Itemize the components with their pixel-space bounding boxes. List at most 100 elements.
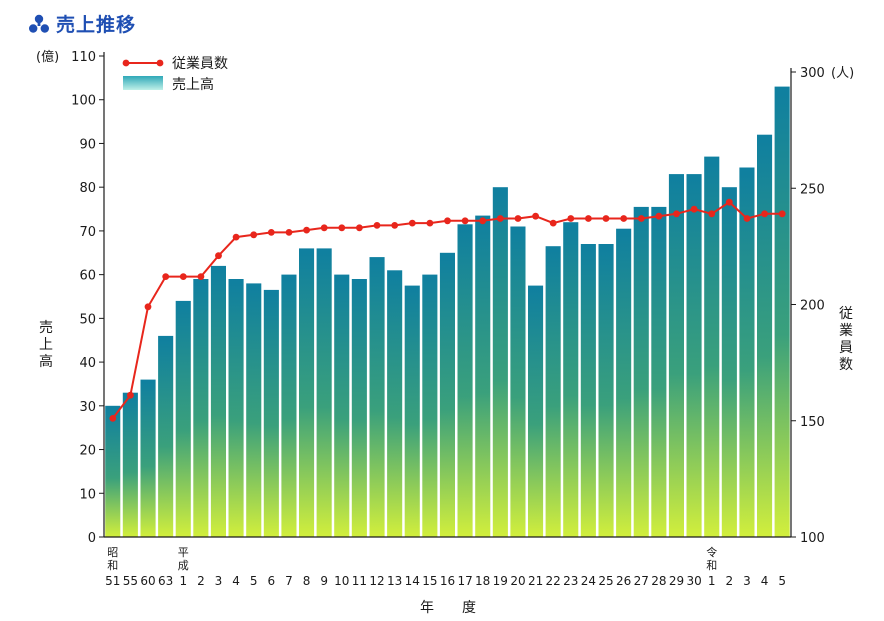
- bar-8: [246, 283, 262, 537]
- x-tick-label-26: 23: [563, 574, 578, 588]
- employee-point-37: [761, 210, 768, 218]
- x-tick-label-10: 7: [285, 574, 293, 588]
- right-axis-label-char-1: 業: [839, 323, 853, 339]
- x-tick-label-36: 3: [743, 574, 751, 588]
- left-axis-unit: (億): [36, 49, 59, 65]
- employee-point-23: [514, 215, 522, 222]
- employee-point-8: [250, 231, 258, 239]
- right-tick-label-300: 300: [800, 66, 825, 81]
- employee-point-34: [708, 210, 716, 218]
- x-tick-label-19: 16: [440, 574, 455, 588]
- bar-0: [105, 405, 121, 537]
- bar-6: [210, 265, 226, 537]
- employee-point-7: [232, 233, 240, 241]
- employee-point-3: [162, 273, 170, 280]
- x-tick-label-17: 14: [405, 574, 420, 588]
- x-tick-label-29: 26: [616, 574, 631, 588]
- employee-point-19: [444, 217, 451, 225]
- bar-12: [316, 248, 332, 537]
- employee-point-20: [461, 217, 469, 225]
- chart-title: 売上推移: [56, 14, 137, 36]
- x-tick-label-30: 27: [634, 574, 649, 588]
- employee-point-36: [743, 215, 751, 222]
- left-tick-label-80: 80: [79, 181, 96, 196]
- x-tick-label-4: 1: [179, 574, 187, 588]
- bar-9: [263, 289, 279, 537]
- left-axis-label-char-0: 売: [39, 320, 53, 336]
- bar-1: [122, 392, 138, 537]
- right-axis-label-char-0: 従: [839, 306, 853, 322]
- bar-11: [299, 248, 315, 537]
- legend-bar-swatch: [123, 76, 163, 90]
- employee-point-15: [373, 222, 381, 229]
- legend-line-dot-right: [156, 59, 164, 67]
- right-tick-label-250: 250: [800, 182, 825, 197]
- x-tick-label-2: 60: [140, 574, 155, 588]
- employee-point-32: [673, 210, 680, 218]
- employee-point-16: [391, 222, 399, 229]
- bar-24: [528, 285, 544, 537]
- bar-18: [422, 274, 438, 537]
- bar-22: [492, 187, 508, 537]
- bar-31: [651, 206, 667, 537]
- x-tick-label-16: 13: [387, 574, 402, 588]
- bar-37: [757, 134, 773, 537]
- x-tick-label-1: 55: [123, 574, 138, 588]
- employee-point-31: [655, 212, 663, 220]
- left-tick-label-50: 50: [79, 312, 96, 327]
- employee-point-11: [303, 226, 310, 234]
- left-tick-label-70: 70: [79, 225, 96, 240]
- bar-21: [475, 215, 491, 537]
- x-tick-label-24: 21: [528, 574, 543, 588]
- employee-point-21: [479, 217, 487, 225]
- employee-point-17: [408, 219, 416, 227]
- x-tick-label-37: 4: [761, 574, 769, 588]
- x-tick-label-7: 4: [232, 574, 240, 588]
- bar-5: [193, 279, 209, 537]
- bar-36: [739, 167, 755, 537]
- x-tick-label-21: 18: [475, 574, 490, 588]
- bar-33: [686, 174, 702, 537]
- employee-point-30: [637, 215, 645, 222]
- x-tick-label-3: 63: [158, 574, 173, 588]
- employee-point-5: [197, 273, 205, 280]
- bar-23: [510, 226, 526, 537]
- right-tick-label-100: 100: [800, 531, 825, 546]
- x-tick-label-32: 29: [669, 574, 684, 588]
- employee-point-38: [778, 210, 786, 218]
- left-axis-label-char-2: 高: [39, 353, 53, 370]
- era-label-0-1: 和: [107, 559, 118, 572]
- bar-15: [369, 257, 385, 537]
- employee-point-12: [320, 224, 328, 232]
- employee-point-0: [109, 415, 117, 422]
- chart-title-row: 売上推移: [28, 10, 136, 37]
- employee-point-29: [620, 215, 628, 222]
- era-label-4-1: 成: [178, 559, 189, 572]
- x-tick-label-33: 30: [686, 574, 701, 588]
- x-tick-label-6: 3: [215, 574, 223, 588]
- employee-point-2: [144, 303, 152, 311]
- employee-point-28: [602, 215, 610, 222]
- bar-17: [404, 285, 420, 537]
- x-tick-label-27: 24: [581, 574, 596, 588]
- legend-label-sales: 売上高: [172, 76, 214, 93]
- employee-point-1: [126, 391, 134, 399]
- x-tick-label-5: 2: [197, 574, 205, 588]
- x-tick-label-0: 51: [105, 574, 120, 588]
- x-tick-label-34: 1: [708, 574, 716, 588]
- left-tick-label-20: 20: [79, 444, 96, 459]
- left-tick-label-0: 0: [88, 531, 96, 546]
- right-axis-unit: (人): [831, 66, 854, 81]
- x-tick-label-25: 22: [546, 574, 561, 588]
- era-label-34-0: 令: [706, 545, 717, 559]
- x-tick-label-35: 2: [725, 574, 733, 588]
- bar-3: [158, 335, 174, 537]
- bar-35: [721, 187, 737, 537]
- x-axis-label: 年 度: [420, 600, 476, 616]
- left-tick-label-40: 40: [79, 356, 96, 371]
- bar-28: [598, 244, 614, 537]
- bar-14: [351, 279, 367, 537]
- x-tick-label-23: 20: [510, 574, 525, 588]
- employee-point-33: [690, 205, 698, 213]
